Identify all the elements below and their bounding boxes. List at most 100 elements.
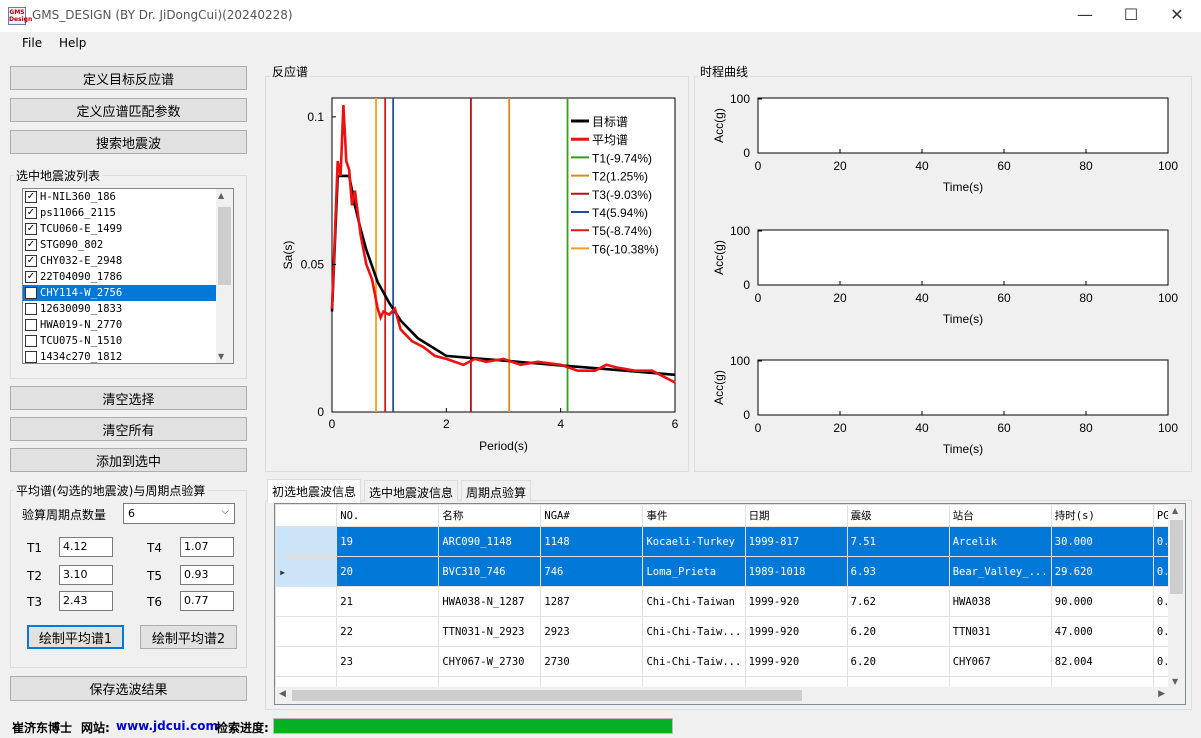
wave-list[interactable]: ✓ H-NIL360_186 ✓ ps11066_2115 ✓ TCU060-E_1499… [22, 188, 234, 364]
table-cell: 6.20 [846, 646, 950, 677]
tab-selected-waves[interactable]: 选中地震波信息 [364, 480, 459, 502]
period-label-t5: T5 [147, 569, 162, 583]
table-cell: 1999-920 [744, 586, 848, 617]
save-results-button[interactable]: 保存选波结果 [10, 676, 247, 701]
wave-list-item[interactable]: ✓ CHY114-W_2756 [23, 285, 217, 301]
clear-selection-button[interactable]: 清空选择 [10, 386, 247, 410]
scroll-thumb[interactable] [218, 207, 231, 285]
hscroll-thumb[interactable] [292, 690, 802, 701]
wave-name: H-NIL360_186 [40, 191, 116, 203]
legend-label: T4(5.94%) [592, 206, 648, 220]
wave-list-item[interactable]: 1434c270_1812 [23, 349, 217, 363]
table-row[interactable]: 23 CHY067-W_2730 2730 Chi-Chi-Taiw... 1999-9… [275, 646, 1185, 677]
wave-list-item[interactable]: 12630090_1833 [23, 301, 217, 317]
table-row[interactable]: 21 HWA038-N_1287 1287 Chi-Chi-Taiwan 1999-92… [275, 586, 1185, 617]
table-cell: 21 [336, 586, 440, 617]
checkbox-checked[interactable]: ✓ [25, 287, 37, 299]
wave-list-item[interactable]: TCU075-N_1510 [23, 333, 217, 349]
wave-list-item[interactable]: ✓ H-NIL360_186 [23, 189, 217, 205]
table-hscrollbar[interactable]: ◀ ▶ [275, 687, 1185, 704]
checkbox[interactable] [25, 335, 37, 347]
table-vscrollbar[interactable]: ▲ ▼ [1168, 504, 1185, 688]
row-header[interactable]: ▸ [275, 556, 338, 587]
column-header[interactable]: NGA# [540, 504, 644, 527]
period-label-t3: T3 [27, 595, 42, 609]
y-tick-label: 0 [743, 278, 750, 292]
column-header[interactable]: 持时(s) [1050, 504, 1154, 527]
website-link[interactable]: www.jdcui.com [116, 719, 218, 733]
menu-help[interactable]: Help [59, 36, 87, 50]
menu-file[interactable]: File [22, 36, 43, 50]
checkbox[interactable] [25, 351, 37, 363]
period-count-label: 验算周期点数量 [22, 508, 107, 522]
minimize-button[interactable]: — [1077, 5, 1093, 24]
checkbox-checked[interactable]: ✓ [25, 207, 37, 219]
wave-list-item[interactable]: HWA019-N_2770 [23, 317, 217, 333]
period-field-t4[interactable]: 1.07 [180, 537, 234, 557]
scroll-right-icon[interactable]: ▶ [1158, 689, 1165, 699]
wave-list-item[interactable]: ✓ STG090_802 [23, 237, 217, 253]
checkbox-checked[interactable]: ✓ [25, 191, 37, 203]
column-header[interactable]: 名称 [438, 504, 542, 527]
tab-initial-waves[interactable]: 初选地震波信息 [267, 479, 362, 503]
tab-period-check[interactable]: 周期点验算 [461, 480, 532, 502]
checkbox[interactable] [25, 303, 37, 315]
checkbox-checked[interactable]: ✓ [25, 271, 37, 283]
vscroll-down-icon[interactable]: ▼ [1172, 677, 1179, 686]
period-field-t5[interactable]: 0.93 [180, 565, 234, 585]
period-field-t2[interactable]: 3.10 [59, 565, 113, 585]
wave-name: 12630090_1833 [40, 303, 123, 315]
x-tick-label: 40 [915, 421, 929, 435]
wave-list-item[interactable]: ✓ CHY032-E_2948 [23, 253, 217, 269]
vscroll-up-icon[interactable]: ▲ [1172, 506, 1179, 515]
checkbox-checked[interactable]: ✓ [25, 223, 37, 235]
wave-list-title: 选中地震波列表 [14, 167, 103, 184]
checkbox-checked[interactable]: ✓ [25, 239, 37, 251]
scroll-down-icon[interactable]: ▼ [218, 352, 225, 361]
period-field-t1[interactable]: 4.12 [59, 537, 113, 557]
column-header[interactable]: 事件 [642, 504, 746, 527]
table-row[interactable]: ▸ 20 BVC310_746 746 Loma_Prieta 1989-1018 6.93… [275, 556, 1185, 587]
search-waves-button[interactable]: 搜索地震波 [10, 130, 247, 154]
wave-list-scrollbar[interactable]: ▲ ▼ [216, 189, 233, 363]
vscroll-thumb[interactable] [1170, 520, 1183, 594]
plot-average-1-button[interactable]: 绘制平均谱1 [27, 625, 124, 649]
progress-fill [274, 719, 672, 733]
table-cell: 1999-920 [744, 646, 848, 677]
plot-average-2-button[interactable]: 绘制平均谱2 [140, 625, 237, 649]
clear-all-button[interactable]: 清空所有 [10, 417, 247, 441]
row-header[interactable] [275, 586, 338, 617]
wave-list-item[interactable]: ✓ ps11066_2115 [23, 205, 217, 221]
author-label: 崔济东博士 [12, 721, 73, 735]
table-row[interactable]: 19 ARC090_1148 1148 Kocaeli-Turkey 1999-817 7… [275, 526, 1185, 557]
period-field-t6[interactable]: 0.77 [180, 591, 234, 611]
wave-list-item[interactable]: ✓ 22T04090_1786 [23, 269, 217, 285]
column-header[interactable]: 站台 [948, 504, 1052, 527]
row-header[interactable] [275, 526, 338, 557]
scroll-up-icon[interactable]: ▲ [218, 191, 225, 200]
checkbox-checked[interactable]: ✓ [25, 255, 37, 267]
site-label: 网站: [81, 721, 110, 735]
define-target-spectrum-button[interactable]: 定义目标反应谱 [10, 66, 247, 90]
column-header[interactable]: 日期 [744, 504, 848, 527]
period-field-t3[interactable]: 2.43 [59, 591, 113, 611]
legend-label: T1(-9.74%) [592, 151, 652, 165]
column-header[interactable]: NO. [336, 504, 440, 527]
add-to-selected-button[interactable]: 添加到选中 [10, 448, 247, 472]
close-button[interactable]: ✕ [1170, 5, 1184, 24]
checkbox[interactable] [25, 319, 37, 331]
row-header[interactable] [275, 616, 338, 647]
period-count-select[interactable]: 6 ⌵ [123, 503, 235, 524]
define-match-params-button[interactable]: 定义应谱匹配参数 [10, 98, 247, 122]
scroll-left-icon[interactable]: ◀ [279, 689, 286, 699]
x-tick-label: 0 [755, 421, 762, 435]
column-header[interactable]: 震级 [846, 504, 950, 527]
x-tick-label: 80 [1079, 159, 1093, 173]
table-row[interactable]: 22 TTN031-N_2923 2923 Chi-Chi-Taiw... 1999-9… [275, 616, 1185, 647]
maximize-button[interactable]: ☐ [1123, 5, 1139, 24]
wave-list-item[interactable]: ✓ TCU060-E_1499 [23, 221, 217, 237]
y-axis-label: Acc(g) [712, 370, 726, 405]
row-header[interactable] [275, 646, 338, 677]
table-cell: 6.20 [846, 616, 950, 647]
